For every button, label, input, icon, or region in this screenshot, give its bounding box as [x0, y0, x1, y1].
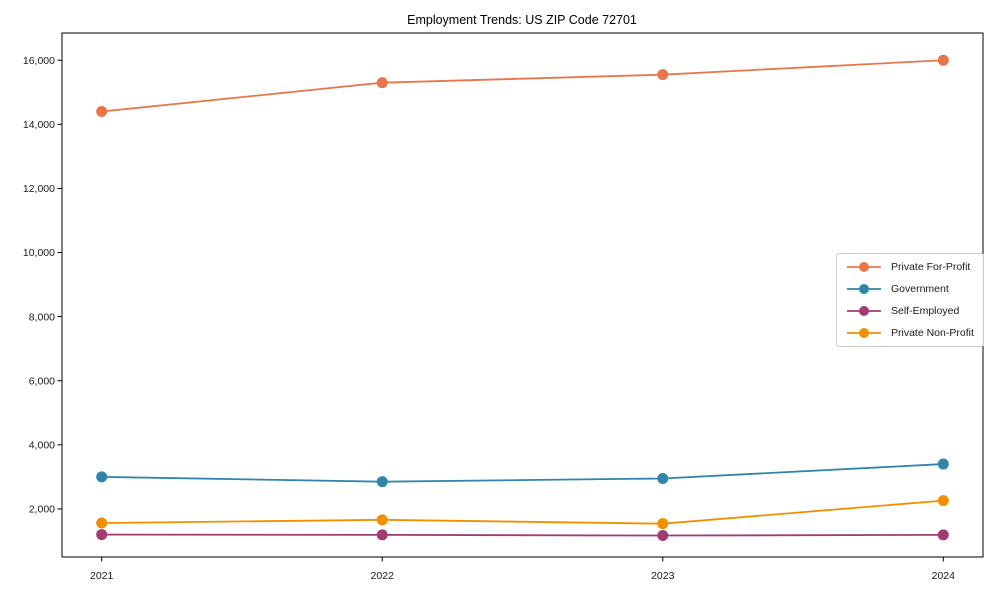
legend-line-marker-icon	[847, 328, 881, 338]
data-point	[937, 458, 949, 470]
legend-item: Private For-Profit	[846, 261, 974, 273]
chart-title: Employment Trends: US ZIP Code 72701	[407, 13, 637, 27]
x-tick-label: 2023	[651, 570, 675, 582]
y-tick-label: 4,000	[29, 440, 55, 452]
data-point	[376, 514, 388, 526]
x-tick-label: 2022	[371, 570, 395, 582]
data-point	[376, 77, 388, 89]
data-point	[657, 530, 669, 542]
series-line	[101, 463, 944, 483]
series-line	[101, 533, 944, 537]
legend-item: Self-Employed	[846, 305, 974, 317]
y-tick-label: 14,000	[23, 119, 55, 131]
data-point	[376, 529, 388, 541]
legend-item: Private Non-Profit	[846, 327, 974, 339]
data-point	[96, 471, 108, 483]
legend: Private For-Profit Government Self-Employe…	[836, 253, 984, 347]
legend-line-marker-icon	[847, 306, 881, 316]
y-tick-label: 12,000	[23, 183, 55, 195]
legend-label: Self-Employed	[891, 305, 960, 317]
y-tick-label: 6,000	[29, 375, 55, 387]
data-point	[937, 529, 949, 541]
x-tick-label: 2021	[90, 570, 114, 582]
data-point	[657, 518, 669, 530]
legend-label: Government	[891, 283, 949, 295]
series-line	[101, 499, 944, 525]
y-tick-label: 10,000	[23, 247, 55, 259]
y-tick-label: 8,000	[29, 311, 55, 323]
legend-label: Private For-Profit	[891, 261, 971, 273]
legend-line-marker-icon	[847, 262, 881, 272]
legend-line-marker-icon	[847, 284, 881, 294]
legend-item: Government	[846, 283, 974, 295]
x-tick-label: 2024	[932, 570, 956, 582]
data-point	[937, 54, 949, 66]
data-point	[376, 476, 388, 488]
legend-label: Private Non-Profit	[891, 327, 974, 339]
data-point	[96, 529, 108, 541]
series-line	[101, 59, 944, 113]
y-tick-label: 2,000	[29, 504, 55, 516]
data-point	[937, 495, 949, 507]
y-tick-label: 16,000	[23, 55, 55, 67]
data-point	[657, 69, 669, 81]
data-point	[96, 517, 108, 529]
data-point	[96, 106, 108, 118]
data-point	[657, 472, 669, 484]
